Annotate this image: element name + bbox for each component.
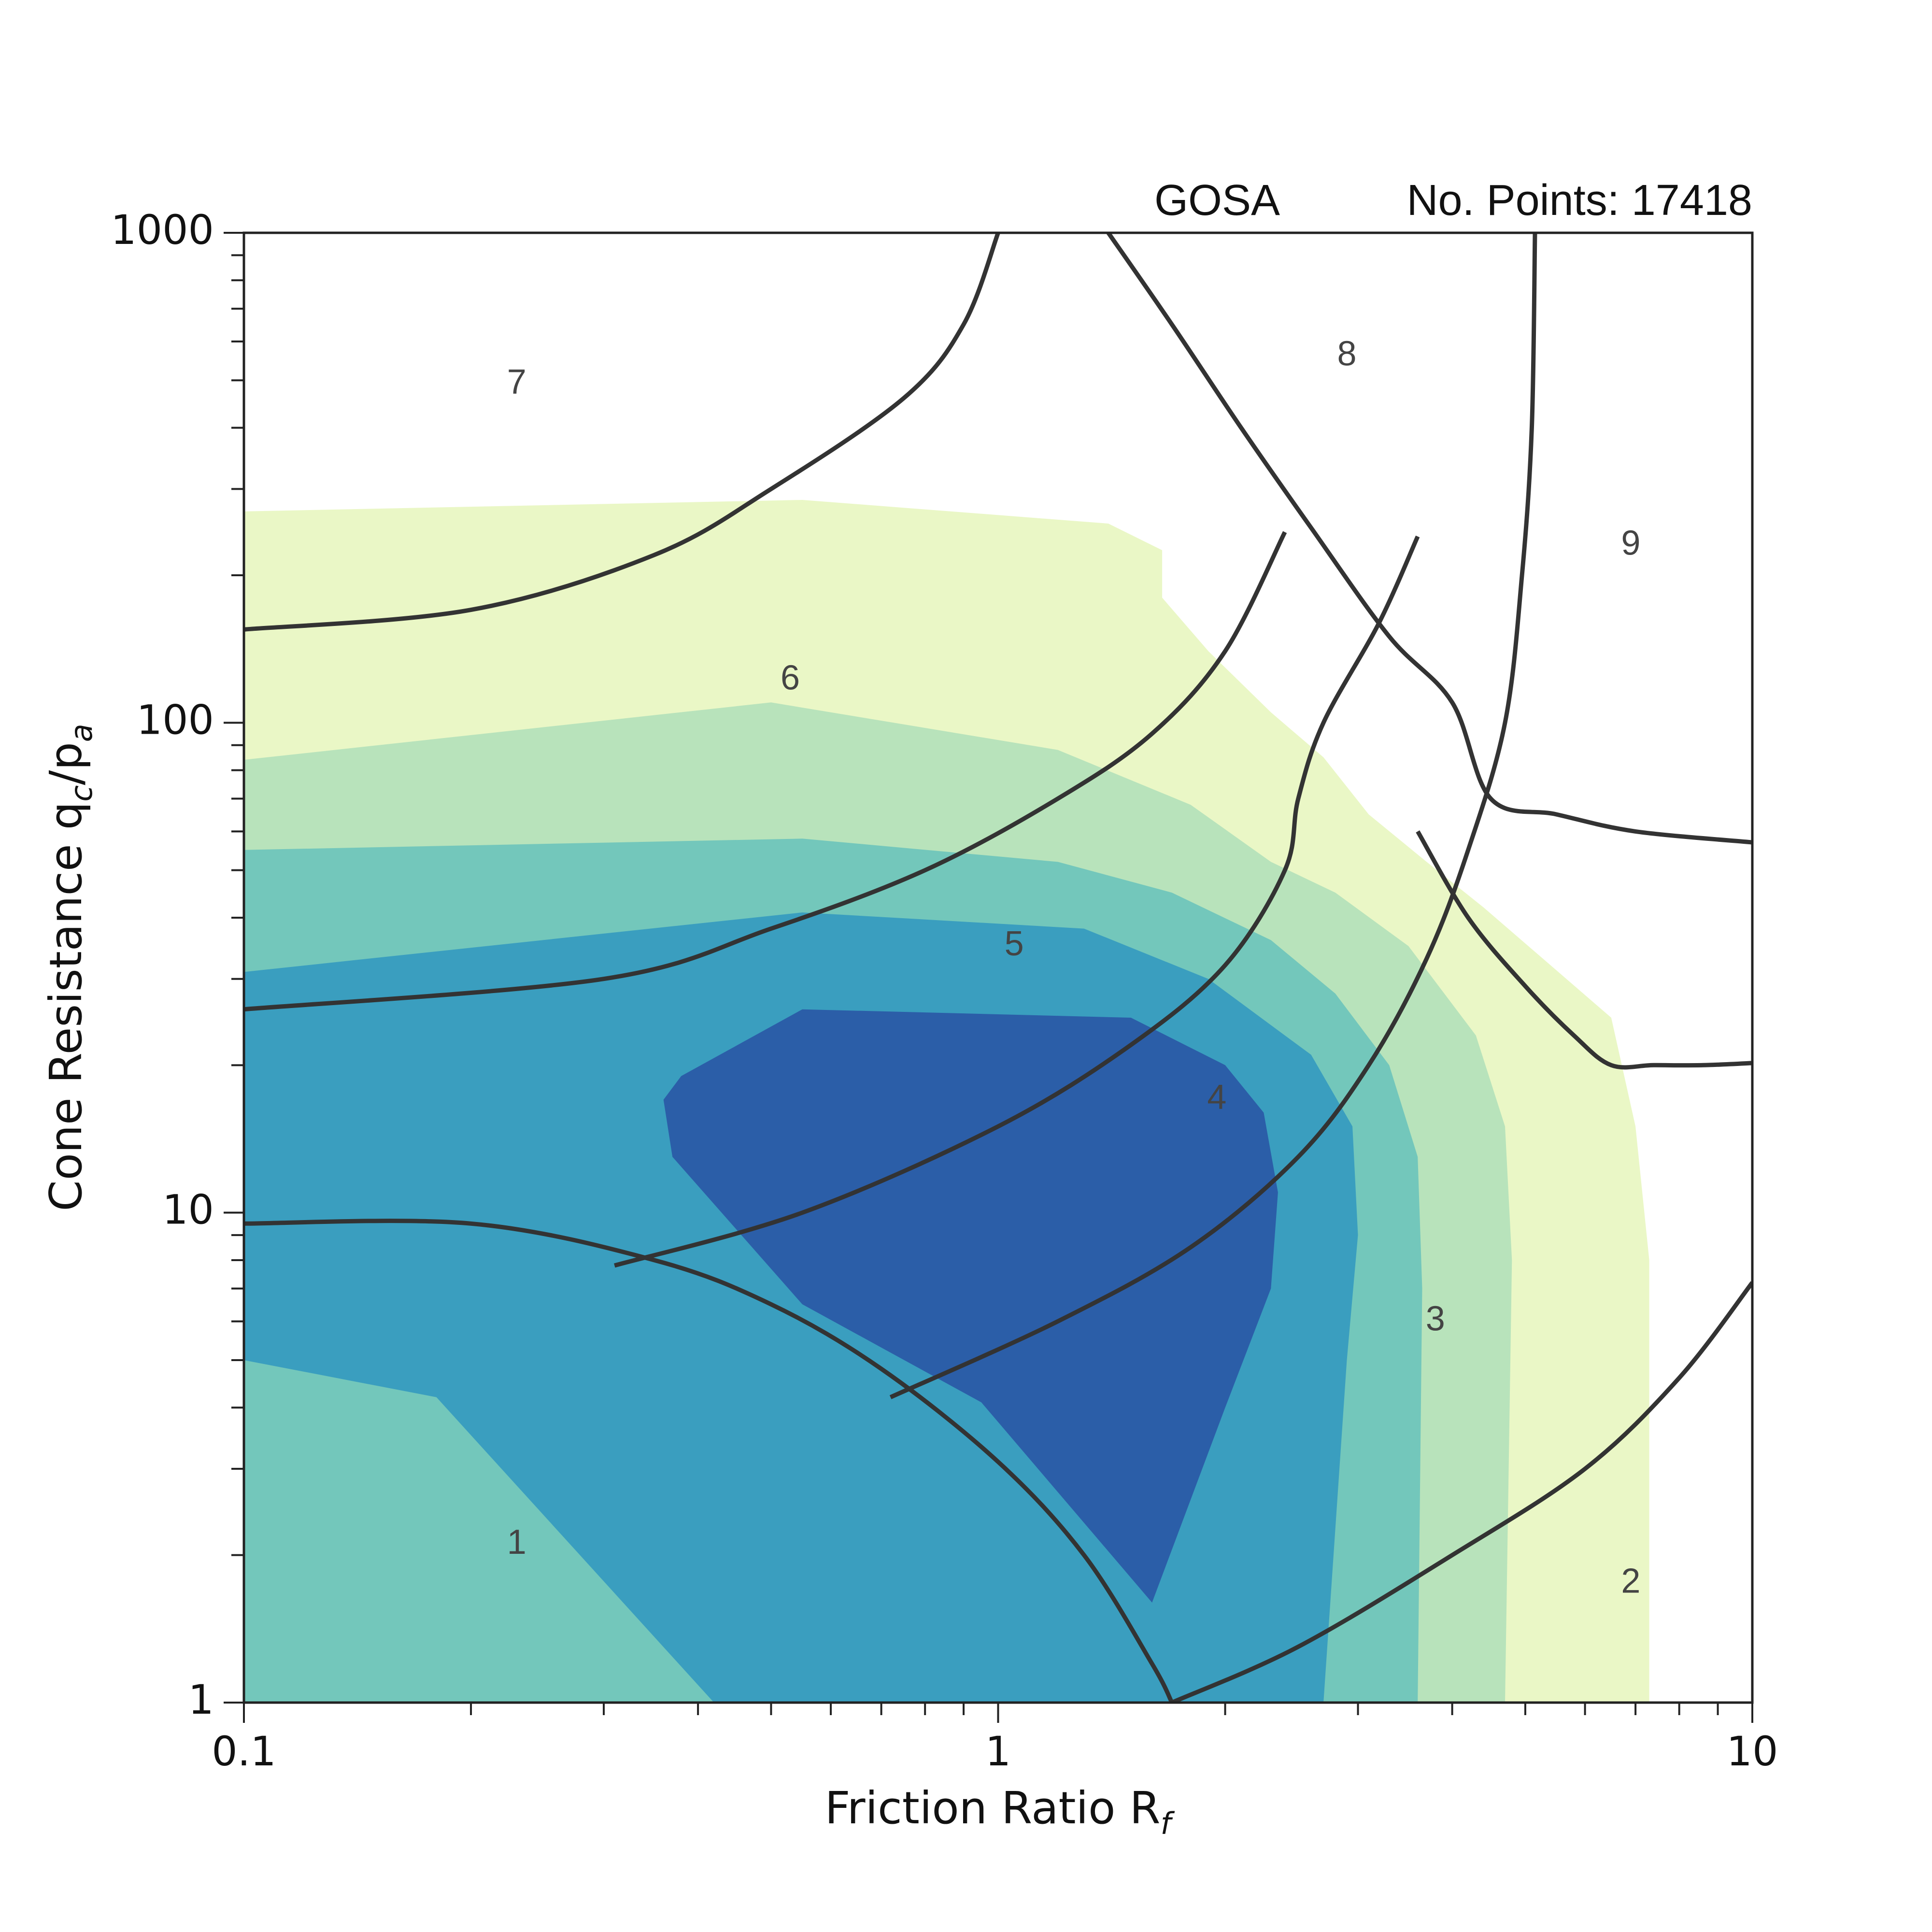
zone-4-3-boundary (889, 233, 1537, 1399)
zone-6-5-boundary (244, 531, 1287, 1012)
zone-label-6: 6 (781, 659, 800, 697)
zone-label-9: 9 (1621, 524, 1640, 562)
zone-label-8: 8 (1337, 334, 1356, 373)
zone-2-boundary (1171, 1281, 1752, 1703)
zone-7-6-boundary (244, 233, 1000, 632)
zone-boundaries (244, 233, 1752, 1703)
y-tick-label: 100 (137, 696, 214, 743)
zone-labels: 1 2 3 4 5 6 7 8 9 (507, 334, 1641, 1600)
y-tick-label: 1000 (111, 206, 214, 254)
density-level5 (663, 1009, 1278, 1603)
y-tick-label: 10 (162, 1186, 214, 1234)
zone-5-4-boundary (614, 535, 1420, 1268)
x-axis-title: Friction Ratio Rf (825, 1782, 1175, 1841)
zone-label-2: 2 (1621, 1562, 1640, 1601)
zone-label-1: 1 (507, 1523, 526, 1562)
point-count-label: No. Points: 17418 (1407, 176, 1752, 225)
zone-8-boundary (1107, 233, 1752, 845)
y-axis-title: Cone Resistance qc/pa (40, 724, 99, 1211)
zone-label-4: 4 (1207, 1078, 1226, 1117)
zone-label-3: 3 (1426, 1300, 1445, 1338)
axis-ticks: 1 10 100 1000 0.1 1 10 (111, 206, 1778, 1775)
zone-1-boundary (244, 1219, 1174, 1703)
zone-label-5: 5 (1005, 924, 1024, 963)
x-tick-label: 10 (1727, 1728, 1778, 1775)
zone-3-2-boundary (1416, 830, 1752, 1070)
x-tick-label: 1 (985, 1728, 1011, 1775)
zone-label-7: 7 (507, 363, 526, 401)
dataset-label: GOSA (1154, 176, 1280, 225)
y-tick-label: 1 (188, 1676, 214, 1723)
x-tick-label: 0.1 (212, 1728, 276, 1775)
